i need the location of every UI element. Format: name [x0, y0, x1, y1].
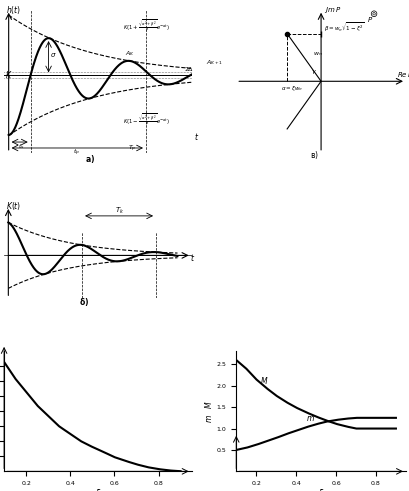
- Text: $\gamma$: $\gamma$: [310, 68, 316, 76]
- Text: $K(t)$: $K(t)$: [5, 200, 21, 212]
- Text: $T_k$: $T_k$: [115, 206, 124, 217]
- Text: $Re\,P$: $Re\,P$: [396, 71, 409, 80]
- Text: $\bf{\delta)}$: $\bf{\delta)}$: [79, 296, 89, 308]
- Text: $A_{K+1}$: $A_{K+1}$: [205, 58, 222, 67]
- Text: $\sigma$: $\sigma$: [50, 51, 56, 59]
- Text: $\bf{\text{д)}}$: $\bf{\text{д)}}$: [315, 490, 325, 491]
- Text: $K(1-\frac{\sqrt{\alpha^2+\beta^2}}{\beta}e^{-\alpha t})$: $K(1-\frac{\sqrt{\alpha^2+\beta^2}}{\bet…: [123, 113, 170, 129]
- Text: $2\Delta$: $2\Delta$: [184, 65, 194, 73]
- Y-axis label: $m\quad M$: $m\quad M$: [202, 400, 213, 423]
- Text: $t_s$: $t_s$: [18, 142, 25, 151]
- Text: $\bf{a)}$: $\bf{a)}$: [85, 153, 95, 164]
- Text: $t$: $t$: [190, 252, 195, 263]
- Text: $P$: $P$: [366, 15, 373, 24]
- X-axis label: $\xi$: $\xi$: [94, 488, 101, 491]
- Text: $t$: $t$: [193, 131, 199, 141]
- Text: $\bf{\text{в)}}$: $\bf{\text{в)}}$: [309, 148, 318, 161]
- Text: $K$: $K$: [5, 69, 12, 81]
- Text: $\circledcirc$: $\circledcirc$: [368, 8, 378, 19]
- Text: $t_p$: $t_p$: [72, 148, 79, 158]
- X-axis label: $\xi$: $\xi$: [317, 488, 324, 491]
- Text: $M$: $M$: [260, 375, 268, 385]
- Text: $\alpha=\xi w_н$: $\alpha=\xi w_н$: [281, 84, 303, 93]
- Text: $h(t)$: $h(t)$: [7, 4, 22, 16]
- Text: $m$: $m$: [306, 414, 314, 423]
- Text: $A_K$: $A_K$: [125, 49, 135, 58]
- Text: $\beta=w_н\sqrt{1-\xi^2}$: $\beta=w_н\sqrt{1-\xi^2}$: [323, 21, 364, 34]
- Text: $Jm\,P$: $Jm\,P$: [323, 5, 340, 15]
- Text: $K(1+\frac{\sqrt{\alpha^2+\beta^2}}{\beta}e^{-\alpha t})$: $K(1+\frac{\sqrt{\alpha^2+\beta^2}}{\bet…: [123, 19, 170, 35]
- Text: $\bf{\text{г)}}$: $\bf{\text{г)}}$: [93, 489, 102, 491]
- Text: $T_p$: $T_p$: [128, 144, 137, 154]
- Text: $w_н$: $w_н$: [312, 50, 321, 58]
